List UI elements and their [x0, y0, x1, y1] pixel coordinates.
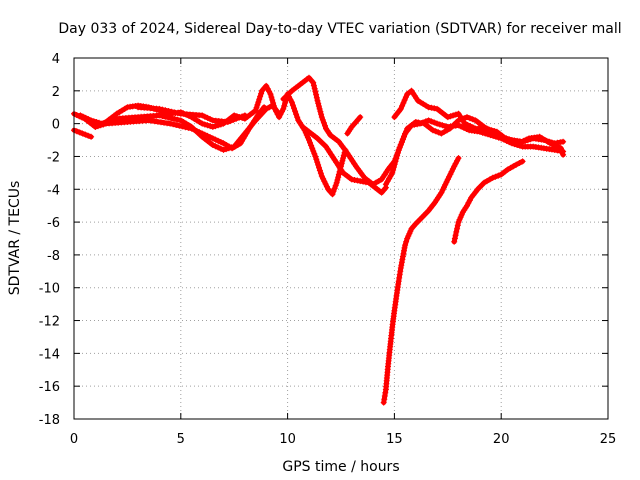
chart-title: Day 033 of 2024, Sidereal Day-to-day VTE… — [58, 21, 621, 37]
x-tick-label: 5 — [177, 432, 185, 447]
series-markers — [391, 87, 567, 158]
series-sat-l — [451, 158, 526, 245]
series-sat-i — [382, 117, 567, 188]
series-sat-d — [92, 104, 268, 152]
x-tick-label: 15 — [386, 432, 403, 447]
x-tick-label: 10 — [279, 432, 296, 447]
y-tick-label: -8 — [47, 249, 60, 264]
x-axis-title: GPS time / hours — [282, 459, 399, 475]
series-markers — [344, 114, 364, 137]
y-tick-label: -12 — [39, 315, 60, 330]
y-tick-label: -14 — [39, 347, 60, 362]
y-tick-label: -10 — [39, 282, 60, 297]
series-markers — [380, 155, 462, 406]
y-tick-label: -2 — [47, 150, 60, 165]
y-tick-label: 4 — [52, 52, 60, 67]
y-tick-label: -4 — [47, 183, 60, 198]
x-tick-label: 0 — [70, 432, 78, 447]
series-sat-k — [380, 155, 462, 406]
series-sat-h — [344, 114, 364, 137]
y-tick-label: -6 — [47, 216, 60, 231]
series-markers — [92, 104, 268, 152]
y-axis-title: SDTVAR / TECUs — [7, 181, 23, 296]
series-markers — [451, 158, 526, 245]
series-markers — [135, 104, 248, 125]
y-tick-label: 0 — [52, 118, 60, 133]
series-sat-j — [391, 87, 567, 158]
y-tick-label: -18 — [39, 413, 60, 428]
data-layer — [71, 74, 567, 406]
x-tick-label: 20 — [493, 432, 510, 447]
y-tick-label: 2 — [52, 85, 60, 100]
x-tick-label: 25 — [600, 432, 617, 447]
series-sat-g — [299, 123, 389, 196]
tick-layer — [73, 57, 609, 420]
grid-layer — [74, 58, 608, 419]
y-tick-label: -16 — [39, 380, 60, 395]
plot-frame — [73, 57, 609, 420]
series-sat-e — [135, 104, 248, 125]
series-markers — [299, 123, 389, 196]
